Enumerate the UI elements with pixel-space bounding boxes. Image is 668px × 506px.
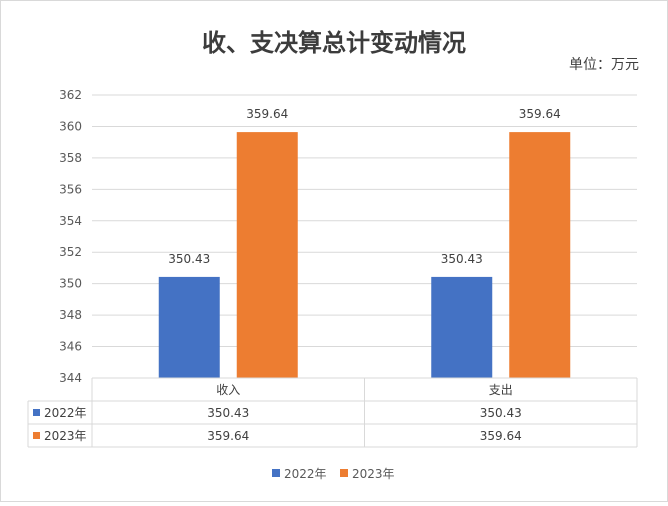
y-tick-label: 346 [59, 340, 82, 354]
data-label: 350.43 [441, 252, 483, 266]
legend-swatch [340, 469, 348, 477]
bars: 350.43 359.64 350.43 359.64 [158, 107, 571, 378]
legend-entry: 2022年 [284, 467, 327, 481]
y-tick-label: 348 [59, 308, 82, 322]
table-legend-swatch [33, 432, 40, 439]
y-tick-label: 350 [59, 277, 82, 291]
chart-title: 收、支决算总计变动情况 [202, 28, 466, 57]
table-cell-value: 350.43 [207, 406, 249, 420]
table-legend-swatch [33, 409, 40, 416]
y-tick-label: 352 [59, 245, 82, 259]
table-cell-value: 359.64 [207, 429, 249, 443]
data-label: 359.64 [519, 107, 561, 121]
x-category-label: 收入 [216, 383, 240, 397]
data-table: 收入 支出 2022年 350.43 350.43 2023年 359.64 359.64 [27, 377, 638, 448]
bar-2023年-收入 [236, 132, 298, 378]
legend-entry: 2023年 [352, 467, 395, 481]
y-tick-label: 344 [59, 371, 82, 385]
y-tick-label: 354 [59, 214, 82, 228]
legend: 2022年 2023年 [272, 467, 395, 481]
table-cell-value: 359.64 [480, 429, 522, 443]
unit-label: 单位：万元 [569, 57, 639, 73]
data-label: 359.64 [246, 107, 288, 121]
y-tick-label: 358 [59, 151, 82, 165]
bar-2023年-支出 [509, 132, 571, 378]
legend-swatch [272, 469, 280, 477]
bar-2022年-收入 [158, 276, 220, 378]
y-axis: 344 346 348 350 352 354 356 358 360 362 [59, 88, 82, 385]
table-series-name: 2022年 [44, 406, 87, 420]
y-tick-label: 362 [59, 88, 82, 102]
table-cell-value: 350.43 [480, 406, 522, 420]
data-label: 350.43 [168, 252, 210, 266]
y-tick-label: 360 [59, 119, 82, 133]
table-series-name: 2023年 [44, 429, 87, 443]
y-tick-label: 356 [59, 182, 82, 196]
x-category-label: 支出 [489, 383, 513, 397]
bar-2022年-支出 [431, 276, 493, 378]
